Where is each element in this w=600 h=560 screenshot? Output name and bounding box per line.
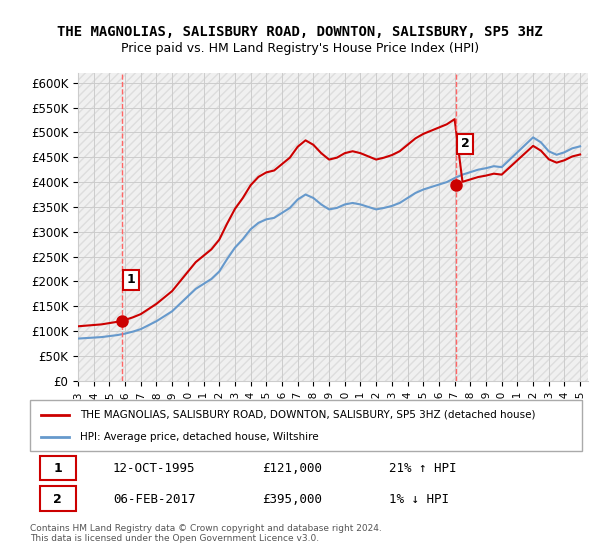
FancyBboxPatch shape bbox=[40, 456, 76, 480]
Text: HPI: Average price, detached house, Wiltshire: HPI: Average price, detached house, Wilt… bbox=[80, 432, 319, 442]
Text: THE MAGNOLIAS, SALISBURY ROAD, DOWNTON, SALISBURY, SP5 3HZ: THE MAGNOLIAS, SALISBURY ROAD, DOWNTON, … bbox=[57, 25, 543, 39]
Text: Price paid vs. HM Land Registry's House Price Index (HPI): Price paid vs. HM Land Registry's House … bbox=[121, 42, 479, 55]
Text: 12-OCT-1995: 12-OCT-1995 bbox=[113, 463, 196, 475]
FancyBboxPatch shape bbox=[30, 400, 582, 451]
Text: 21% ↑ HPI: 21% ↑ HPI bbox=[389, 463, 457, 475]
Text: Contains HM Land Registry data © Crown copyright and database right 2024.
This d: Contains HM Land Registry data © Crown c… bbox=[30, 524, 382, 543]
Text: 1: 1 bbox=[53, 463, 62, 475]
Text: THE MAGNOLIAS, SALISBURY ROAD, DOWNTON, SALISBURY, SP5 3HZ (detached house): THE MAGNOLIAS, SALISBURY ROAD, DOWNTON, … bbox=[80, 409, 535, 419]
Text: £395,000: £395,000 bbox=[262, 493, 322, 506]
Text: 1: 1 bbox=[127, 273, 135, 286]
Text: 2: 2 bbox=[53, 493, 62, 506]
FancyBboxPatch shape bbox=[40, 486, 76, 511]
Text: 06-FEB-2017: 06-FEB-2017 bbox=[113, 493, 196, 506]
Text: 2: 2 bbox=[461, 137, 469, 150]
Text: 1% ↓ HPI: 1% ↓ HPI bbox=[389, 493, 449, 506]
Text: £121,000: £121,000 bbox=[262, 463, 322, 475]
